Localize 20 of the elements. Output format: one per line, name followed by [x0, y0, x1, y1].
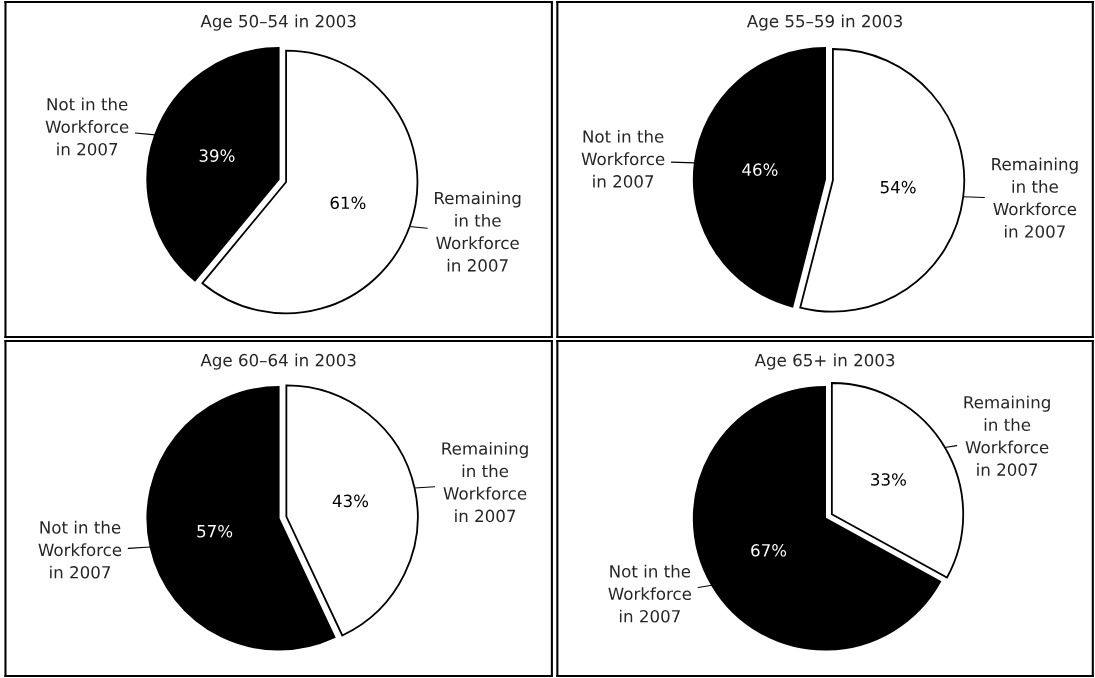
- data-label: 57%: [197, 524, 233, 538]
- slice-label: Not in the Workforce in 2007: [608, 564, 692, 623]
- slice-label: Not in the Workforce in 2007: [581, 129, 665, 188]
- chart-title: Age 50–54 in 2003: [200, 14, 356, 31]
- slice-label: Remaining in the Workforce in 2007: [964, 395, 1050, 476]
- data-label: 61%: [330, 196, 366, 210]
- slice-label: Not in the Workforce in 2007: [45, 97, 129, 156]
- chart-title: Age 60–64 in 2003: [200, 353, 356, 370]
- data-label: 33%: [871, 473, 906, 486]
- data-label: 46%: [742, 163, 778, 176]
- slice-label: Not in the Workforce in 2007: [38, 520, 122, 579]
- slice-label: Remaining in the Workforce in 2007: [992, 157, 1078, 238]
- data-label: 39%: [199, 149, 235, 162]
- slice-label: Remaining in the Workforce in 2007: [435, 191, 521, 272]
- data-label: 67%: [751, 544, 787, 557]
- chart-title: Age 65+ in 2003: [754, 353, 895, 370]
- chart-title: Age 55–59 in 2003: [746, 14, 902, 31]
- data-label: 43%: [332, 494, 369, 508]
- slice-label: Remaining in the Workforce in 2007: [442, 441, 528, 523]
- data-label: 54%: [880, 180, 916, 194]
